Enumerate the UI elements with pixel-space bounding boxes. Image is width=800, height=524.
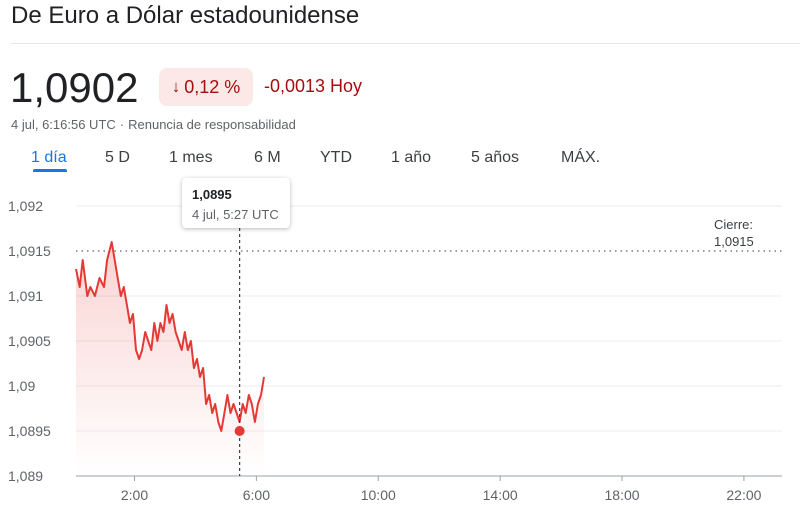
tooltip-time: 4 jul, 5:27 UTC <box>192 207 279 222</box>
change-absolute: -0,0013 Hoy <box>264 76 363 96</box>
tab-1-month[interactable]: 1 mes <box>169 149 213 166</box>
quote-meta: 4 jul, 6:16:56 UTC · Renuncia de responsab… <box>11 117 296 132</box>
y-tick-label: 1,089 <box>8 468 43 484</box>
tab-5-days[interactable]: 5 D <box>105 149 130 166</box>
tab-5-years[interactable]: 5 años <box>471 149 520 166</box>
meta-separator: · <box>119 117 125 132</box>
active-tab-indicator <box>33 169 67 172</box>
x-tick-label: 22:00 <box>726 487 761 503</box>
x-tick-label: 18:00 <box>605 487 640 503</box>
y-tick-label: 1,091 <box>8 288 43 304</box>
hover-tooltip: 1,0895 4 jul, 5:27 UTC <box>182 178 290 228</box>
close-value: 1,0915 <box>714 234 754 249</box>
x-tick-label: 10:00 <box>361 487 396 503</box>
quote-timestamp: 4 jul, 6:16:56 UTC <box>11 117 116 132</box>
y-tick-label: 1,0895 <box>8 423 51 439</box>
tab-max[interactable]: MÁX. <box>561 149 601 166</box>
tab-ytd[interactable]: YTD <box>320 149 352 166</box>
current-price: 1,0902 <box>10 64 139 111</box>
y-tick-label: 1,092 <box>8 198 43 214</box>
x-tick-label: 6:00 <box>243 487 270 503</box>
cursor-point <box>234 426 245 436</box>
y-tick-label: 1,0905 <box>8 333 51 349</box>
change-percent-badge: ↓ 0,12 % <box>159 68 253 106</box>
close-caption: Cierre: <box>714 217 754 232</box>
x-tick-label: 14:00 <box>483 487 518 503</box>
x-tick-label: 2:00 <box>121 487 148 503</box>
page-title: De Euro a Dólar estadounidense <box>11 2 360 29</box>
change-percent: 0,12 % <box>184 76 241 97</box>
previous-close-label: Cierre: 1,0915 <box>714 216 754 250</box>
price-line <box>75 241 265 432</box>
y-tick-label: 1,0915 <box>8 243 51 259</box>
arrow-down-icon: ↓ <box>171 77 181 96</box>
tooltip-value: 1,0895 <box>192 187 232 202</box>
tab-1-year[interactable]: 1 año <box>391 149 432 166</box>
tab-1-day[interactable]: 1 día <box>31 149 67 166</box>
disclaimer-link[interactable]: Renuncia de responsabilidad <box>128 117 296 132</box>
header-divider <box>11 43 800 44</box>
tab-6-months[interactable]: 6 M <box>254 149 281 166</box>
y-tick-label: 1,09 <box>8 378 35 394</box>
price-chart[interactable]: 1,092 1,0915 1,091 1,0905 1,09 1,0895 1,089 2:0… <box>0 180 800 524</box>
